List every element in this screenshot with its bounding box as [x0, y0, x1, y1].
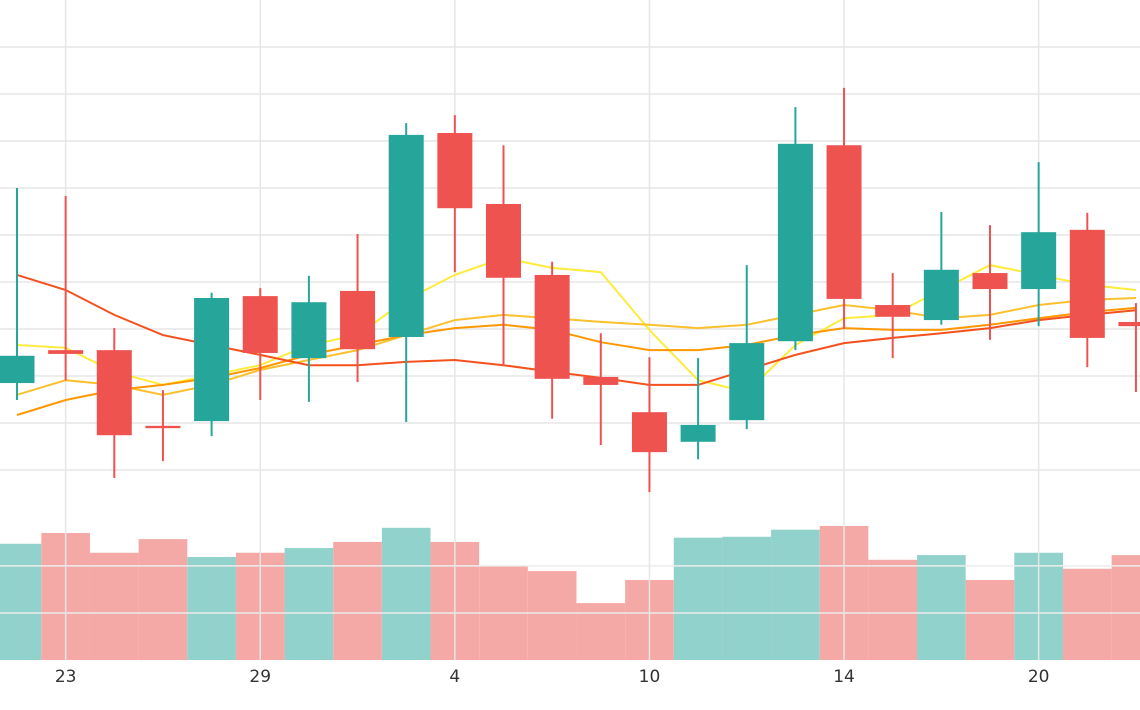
- candle-body: [534, 274, 570, 379]
- candle-body: [291, 302, 327, 359]
- volume-bar: [673, 537, 723, 660]
- candle-body: [1069, 229, 1105, 338]
- volume-bar: [284, 548, 334, 660]
- volume-bar: [0, 543, 42, 660]
- volume-bar: [917, 555, 966, 660]
- candle-body: [826, 145, 862, 299]
- candle-body: [972, 273, 1008, 290]
- x-tick-label: 4: [449, 667, 460, 687]
- candle-body: [1118, 321, 1140, 327]
- x-tick-label: 10: [639, 667, 661, 687]
- x-tick-label: 20: [1028, 667, 1050, 687]
- volume-bar: [187, 556, 236, 660]
- candle-body: [583, 376, 619, 385]
- volume-bar: [965, 580, 1015, 660]
- x-tick-label: 29: [249, 667, 271, 687]
- x-tick-label: 14: [833, 667, 855, 687]
- x-tick-label: 23: [55, 667, 77, 687]
- volume-bar: [381, 527, 431, 660]
- candle-body: [875, 305, 911, 317]
- volume-bar: [333, 541, 382, 660]
- candle-body: [388, 134, 424, 337]
- candle-body: [437, 133, 473, 209]
- volume-bar: [868, 559, 918, 660]
- candle-body: [631, 412, 667, 453]
- volume-bar: [771, 529, 820, 660]
- candle-body: [680, 424, 716, 442]
- candle-body: [96, 350, 132, 436]
- volume-bar: [722, 536, 772, 660]
- candle-body: [340, 290, 376, 350]
- candle-body: [48, 350, 84, 354]
- volume-bar: [576, 603, 626, 660]
- candle-body: [0, 355, 35, 384]
- volume-bar: [89, 552, 139, 660]
- volume-bar: [138, 539, 188, 660]
- candle-body: [777, 143, 813, 342]
- volume-bar: [1062, 568, 1112, 660]
- volume-bar: [527, 571, 577, 660]
- candle-body: [923, 269, 959, 321]
- candle-body: [729, 343, 765, 421]
- candle-body: [242, 296, 278, 353]
- candle-body: [1021, 232, 1057, 290]
- volume-bar: [1111, 555, 1140, 660]
- candle-body: [486, 203, 521, 278]
- candle-body: [145, 425, 181, 429]
- candle-body: [194, 297, 230, 422]
